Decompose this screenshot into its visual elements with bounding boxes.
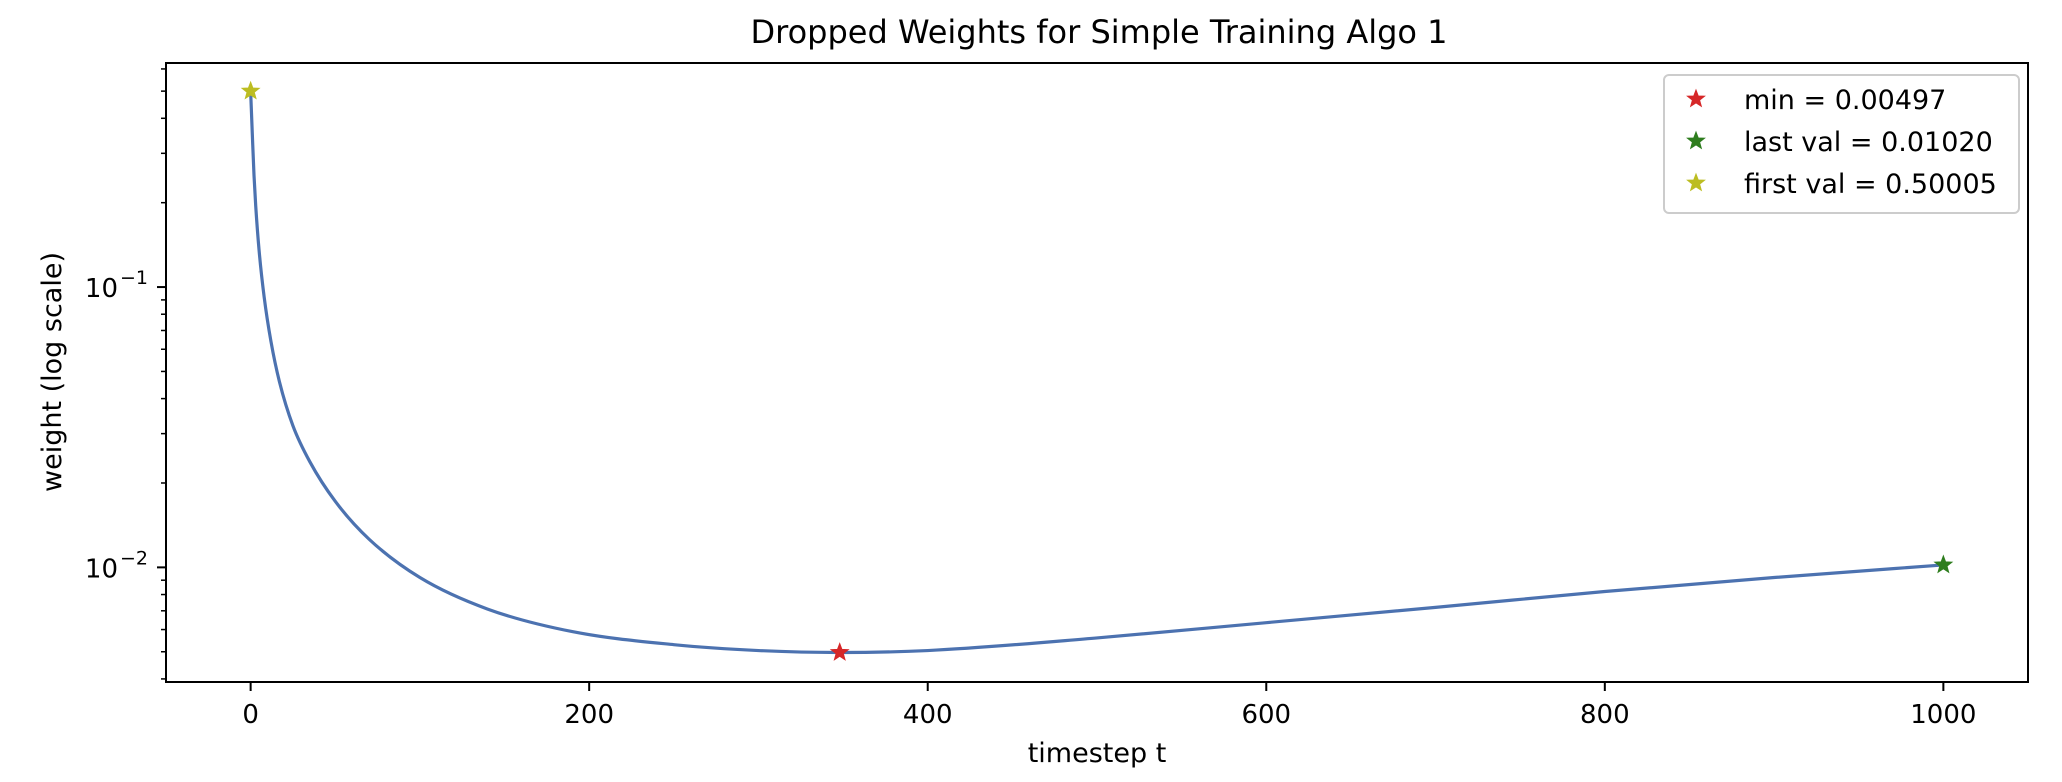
x-tick-label: 600 [1241, 700, 1291, 730]
y-axis-label: weight (log scale) [37, 252, 68, 492]
star-marker [240, 80, 261, 100]
x-tick-label: 0 [242, 700, 259, 730]
star-marker [1933, 554, 1954, 574]
series-layer [249, 91, 1944, 655]
y-tick-base: 10 [85, 554, 118, 584]
legend-entry-label: first val = 0.50005 [1744, 169, 1997, 200]
legend-entry-label: min = 0.00497 [1744, 85, 1946, 116]
y-tick-exponent: −1 [120, 267, 148, 289]
x-tick-label: 400 [903, 700, 953, 730]
weight-series-line [249, 91, 1944, 655]
y-tick-exponent: −2 [120, 547, 148, 569]
legend: min = 0.00497 last val = 0.01020 first val… [1663, 74, 2020, 214]
x-tick-label: 200 [564, 700, 614, 730]
marker-layer [240, 80, 1954, 661]
legend-star-icon [1686, 88, 1706, 108]
x-axis-label: timestep t [1028, 738, 1167, 769]
y-tick-label: 10 [85, 554, 118, 584]
y-tick-label: 10 [85, 274, 118, 304]
plot-frame [165, 62, 2029, 683]
x-tick-label: 1000 [1910, 700, 1976, 730]
legend-star-icon [1686, 172, 1706, 192]
x-axis-ticks: 0 200 400 600 800 1000 [242, 682, 1976, 730]
x-tick-label: 800 [1580, 700, 1630, 730]
legend-box [1663, 74, 2020, 214]
legend-entry-label: last val = 0.01020 [1744, 127, 1993, 158]
star-marker [829, 642, 850, 661]
y-axis-ticks: 10−110−2 [85, 68, 166, 680]
chart-title: Dropped Weights for Simple Training Algo… [750, 13, 1447, 51]
legend-star-icon [1686, 130, 1706, 150]
y-tick-base: 10 [85, 274, 118, 304]
